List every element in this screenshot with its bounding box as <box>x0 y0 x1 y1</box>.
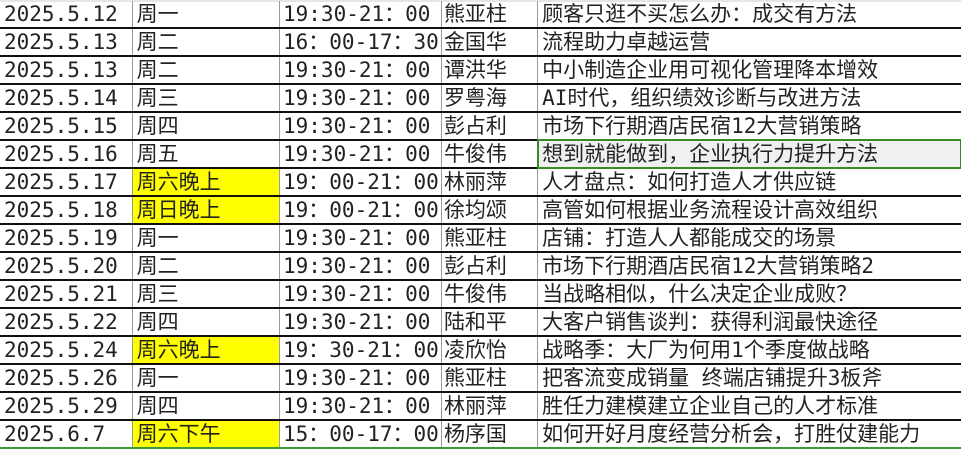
time-cell[interactable]: 19:30-21：00 <box>279 308 442 337</box>
date-cell[interactable]: 2025.5.14 <box>0 84 133 113</box>
weekday-cell[interactable]: 周四 <box>132 308 281 337</box>
speaker-cell[interactable]: 杨序国 <box>441 420 539 449</box>
table-row: 2025.5.14 周三 19:30-21：00 罗粤海 AI时代，组织绩效诊断与改进方… <box>0 84 961 113</box>
table-row: 2025.5.12 周一 19:30-21：00 熊亚柱 顾客只逛不买怎么办：成交有方法 <box>0 1 961 29</box>
topic-cell[interactable]: 大客户销售谈判：获得利润最快途径 <box>537 308 961 337</box>
time-cell[interactable]: 19:30-21：00 <box>279 84 442 113</box>
time-cell[interactable]: 19:30-21：00 <box>279 280 442 309</box>
date-cell[interactable]: 2025.5.13 <box>0 28 133 57</box>
weekday-cell[interactable]: 周六晚上 <box>132 336 281 365</box>
speaker-cell[interactable]: 熊亚柱 <box>441 1 539 29</box>
topic-cell[interactable]: 人才盘点：如何打造人才供应链 <box>537 168 961 197</box>
table-row: 2025.5.13 周二 19:30-21：00 谭洪华 中小制造企业用可视化管理降本增… <box>0 56 961 85</box>
time-cell[interactable]: 15：00-17：00 <box>279 420 442 449</box>
topic-cell[interactable]: 中小制造企业用可视化管理降本增效 <box>537 56 961 85</box>
speaker-cell[interactable]: 凌欣怡 <box>441 336 539 365</box>
speaker-cell[interactable]: 牛俊伟 <box>441 140 539 169</box>
time-cell[interactable]: 19:30-21：00 <box>279 224 442 253</box>
topic-cell[interactable]: 胜任力建模建立企业自己的人才标准 <box>537 392 961 421</box>
date-cell[interactable]: 2025.5.17 <box>0 168 133 197</box>
time-cell[interactable]: 19:30-21：00 <box>279 364 442 393</box>
time-cell[interactable]: 19:30-21：00 <box>279 140 442 169</box>
date-cell[interactable]: 2025.5.18 <box>0 196 133 225</box>
topic-cell[interactable]: 战略季：大厂为何用1个季度做战略 <box>537 336 961 365</box>
weekday-cell[interactable]: 周一 <box>132 364 281 393</box>
date-cell[interactable]: 2025.5.12 <box>0 1 133 29</box>
topic-cell[interactable]: 流程助力卓越运营 <box>537 28 961 57</box>
topic-cell[interactable]: 市场下行期酒店民宿12大营销策略 <box>537 112 961 141</box>
date-cell[interactable]: 2025.5.21 <box>0 280 133 309</box>
topic-cell[interactable]: AI时代，组织绩效诊断与改进方法 <box>537 84 961 113</box>
speaker-cell[interactable]: 谭洪华 <box>441 56 539 85</box>
speaker-cell[interactable]: 陆和平 <box>441 308 539 337</box>
weekday-cell[interactable]: 周四 <box>132 112 281 141</box>
weekday-cell[interactable]: 周二 <box>132 28 281 57</box>
topic-cell[interactable]: 想到就能做到，企业执行力提升方法 <box>536 139 961 169</box>
table-row: 2025.5.20 周二 19:30-21：00 彭占利 市场下行期酒店民宿12大营销策… <box>0 252 961 281</box>
speaker-cell[interactable]: 罗粤海 <box>441 84 539 113</box>
weekday-cell[interactable]: 周日晚上 <box>132 196 281 225</box>
date-cell[interactable]: 2025.5.20 <box>0 252 133 281</box>
weekday-cell[interactable]: 周三 <box>132 280 281 309</box>
time-cell[interactable]: 19：00-21：00 <box>279 196 442 225</box>
table-row: 2025.6.7 周六下午 15：00-17：00 杨序国 如何开好月度经营分析会，打胜… <box>0 420 961 449</box>
date-cell[interactable]: 2025.5.24 <box>0 336 133 365</box>
date-cell[interactable]: 2025.5.22 <box>0 308 133 337</box>
weekday-cell[interactable]: 周五 <box>132 140 281 169</box>
time-cell[interactable]: 19:30-21：00 <box>279 392 442 421</box>
speaker-cell[interactable]: 彭占利 <box>441 252 539 281</box>
weekday-cell[interactable]: 周一 <box>132 1 281 29</box>
table-row: 2025.5.19 周一 19:30-21：00 熊亚柱 店铺：打造人人都能成交的场景 <box>0 224 961 253</box>
topic-cell[interactable]: 高管如何根据业务流程设计高效组织 <box>537 196 961 225</box>
date-cell[interactable]: 2025.5.16 <box>0 140 133 169</box>
time-cell[interactable]: 19：30-21：00 <box>279 336 442 365</box>
table-row: 2025.5.15 周四 19:30-21：00 彭占利 市场下行期酒店民宿12大营销策… <box>0 112 961 141</box>
table-row: 2025.5.29 周四 19:30-21：00 林丽萍 胜任力建模建立企业自己的人才标… <box>0 392 961 421</box>
speaker-cell[interactable]: 彭占利 <box>441 112 539 141</box>
date-cell[interactable]: 2025.6.7 <box>0 420 133 449</box>
speaker-cell[interactable]: 金国华 <box>441 28 539 57</box>
time-cell[interactable]: 16：00-17：30 <box>279 28 442 57</box>
topic-cell[interactable]: 如何开好月度经营分析会，打胜仗建能力 <box>537 420 961 449</box>
table-row: 2025.5.26 周一 19:30-21：00 熊亚柱 把客流变成销量 终端店铺提升3… <box>0 364 961 393</box>
date-cell[interactable]: 2025.5.13 <box>0 56 133 85</box>
weekday-cell[interactable]: 周三 <box>132 84 281 113</box>
speaker-cell[interactable]: 徐均颂 <box>441 196 539 225</box>
table-row: 2025.5.18 周日晚上 19：00-21：00 徐均颂 高管如何根据业务流程设计高… <box>0 196 961 225</box>
weekday-cell[interactable]: 周六下午 <box>132 420 281 449</box>
weekday-cell[interactable]: 周六晚上 <box>132 168 281 197</box>
weekday-cell[interactable]: 周二 <box>132 56 281 85</box>
topic-cell[interactable]: 店铺：打造人人都能成交的场景 <box>537 224 961 253</box>
time-cell[interactable]: 19：00-21：00 <box>279 168 442 197</box>
table-row: 2025.5.16 周五 19:30-21：00 牛俊伟 想到就能做到，企业执行力提升方… <box>0 139 961 169</box>
date-cell[interactable]: 2025.5.19 <box>0 224 133 253</box>
table-row: 2025.5.13 周二 16：00-17：30 金国华 流程助力卓越运营 <box>0 28 961 57</box>
speaker-cell[interactable]: 牛俊伟 <box>441 280 539 309</box>
speaker-cell[interactable]: 熊亚柱 <box>441 364 539 393</box>
table-row: 2025.5.22 周四 19:30-21：00 陆和平 大客户销售谈判：获得利润最快途… <box>0 308 961 337</box>
date-cell[interactable]: 2025.5.26 <box>0 364 133 393</box>
speaker-cell[interactable]: 林丽萍 <box>441 168 539 197</box>
topic-cell[interactable]: 当战略相似，什么决定企业成败？ <box>537 280 961 309</box>
table-row: 2025.5.24 周六晚上 19：30-21：00 凌欣怡 战略季：大厂为何用1个季度… <box>0 336 961 365</box>
table-row: 2025.5.17 周六晚上 19：00-21：00 林丽萍 人才盘点：如何打造人才供应… <box>0 168 961 197</box>
time-cell[interactable]: 19:30-21：00 <box>279 56 442 85</box>
date-cell[interactable]: 2025.5.15 <box>0 112 133 141</box>
time-cell[interactable]: 19:30-21：00 <box>279 112 442 141</box>
weekday-cell[interactable]: 周二 <box>132 252 281 281</box>
speaker-cell[interactable]: 林丽萍 <box>441 392 539 421</box>
time-cell[interactable]: 19:30-21：00 <box>279 252 442 281</box>
topic-cell[interactable]: 把客流变成销量 终端店铺提升3板斧 <box>537 364 961 393</box>
topic-cell[interactable]: 顾客只逛不买怎么办：成交有方法 <box>537 1 961 29</box>
table-row: 2025.5.21 周三 19:30-21：00 牛俊伟 当战略相似，什么决定企业成败？ <box>0 280 961 309</box>
weekday-cell[interactable]: 周四 <box>132 392 281 421</box>
time-cell[interactable]: 19:30-21：00 <box>279 1 442 29</box>
date-cell[interactable]: 2025.5.29 <box>0 392 133 421</box>
speaker-cell[interactable]: 熊亚柱 <box>441 224 539 253</box>
topic-cell[interactable]: 市场下行期酒店民宿12大营销策略2 <box>537 252 961 281</box>
weekday-cell[interactable]: 周一 <box>132 224 281 253</box>
